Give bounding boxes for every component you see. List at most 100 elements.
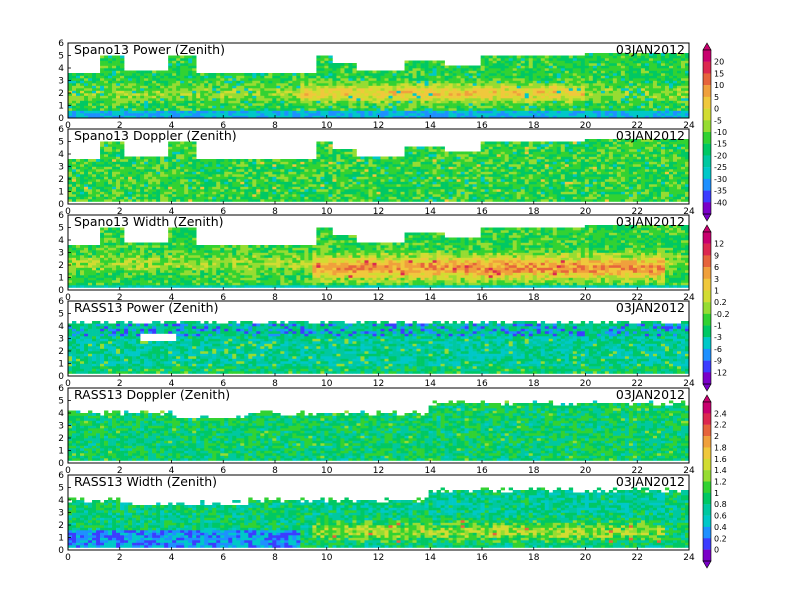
heat-cell <box>120 98 125 101</box>
heat-cell <box>684 113 690 116</box>
heat-cell <box>560 83 566 86</box>
heat-cell <box>364 156 369 160</box>
heat-cell <box>356 156 361 160</box>
heat-cell <box>240 196 245 200</box>
heat-cell <box>172 60 177 64</box>
heat-cell <box>600 65 606 69</box>
heat-cell <box>268 186 273 190</box>
heat-cell <box>316 113 321 116</box>
heat-cell <box>396 80 401 84</box>
heat-cell <box>272 186 277 190</box>
heat-cell <box>508 68 514 71</box>
heat-cell <box>588 90 594 94</box>
heat-cell <box>616 85 622 89</box>
heat-cell <box>152 186 157 190</box>
heat-cell <box>504 73 510 76</box>
heat-cell <box>236 174 241 177</box>
heat-cell <box>340 80 345 84</box>
heat-cell <box>96 179 101 182</box>
heat-cell <box>112 115 117 119</box>
heat-cell <box>360 73 365 76</box>
heat-cell <box>300 166 305 170</box>
heat-cell <box>316 55 321 59</box>
heat-cell <box>180 65 185 69</box>
heat-cell <box>660 85 666 89</box>
heat-cell <box>88 171 93 175</box>
heat-cell <box>296 113 301 116</box>
heat-cell <box>500 105 506 109</box>
heat-cell <box>356 85 361 89</box>
heat-cell <box>484 73 489 76</box>
heat-cell <box>488 88 493 91</box>
heat-cell <box>400 105 405 109</box>
heat-cell <box>264 181 269 185</box>
heat-cell <box>512 108 518 111</box>
heat-cell <box>512 85 518 89</box>
heat-cell <box>148 108 153 111</box>
heat-cell <box>340 191 345 195</box>
heat-cell <box>644 63 650 66</box>
heat-cell <box>100 55 105 59</box>
heat-cell <box>88 83 93 86</box>
heat-cell <box>408 63 413 66</box>
heat-cell <box>196 108 201 111</box>
heat-cell <box>172 78 177 81</box>
heat-cell <box>540 55 546 59</box>
heat-cell <box>280 179 285 182</box>
heat-cell <box>72 184 77 187</box>
heat-cell <box>168 100 173 104</box>
heat-cell <box>516 115 522 119</box>
heat-cell <box>504 115 510 119</box>
heat-cell <box>168 186 173 190</box>
heat-cell <box>304 186 309 190</box>
heat-cell <box>356 75 361 79</box>
heat-cell <box>216 83 221 86</box>
heat-cell <box>96 171 101 175</box>
heat-cell <box>536 113 542 116</box>
heat-cell <box>656 115 662 119</box>
heat-cell <box>316 141 321 145</box>
heat-cell <box>636 98 642 101</box>
heat-cell <box>548 65 554 69</box>
heat-cell <box>576 58 582 61</box>
heat-cell <box>452 88 457 91</box>
heat-cell <box>184 63 189 66</box>
heat-cell <box>116 146 121 150</box>
heat-cell <box>136 78 141 81</box>
heat-cell <box>236 98 241 101</box>
heat-cell <box>636 60 642 64</box>
heat-cell <box>72 110 77 114</box>
heat-cell <box>304 83 309 86</box>
heat-cell <box>260 93 265 96</box>
heat-cell <box>432 110 437 114</box>
heat-cell <box>276 100 281 104</box>
heat-cell <box>136 105 141 109</box>
heat-cell <box>120 191 125 195</box>
heat-cell <box>184 146 189 150</box>
heat-cell <box>352 174 357 177</box>
heat-cell <box>608 83 614 86</box>
heat-cell <box>588 73 594 76</box>
heat-cell <box>560 73 566 76</box>
heat-cell <box>196 103 201 106</box>
heat-cell <box>620 85 626 89</box>
heat-cell <box>600 88 606 91</box>
heat-cell <box>84 176 89 180</box>
heat-cell <box>612 115 618 119</box>
heat-cell <box>616 88 622 91</box>
heat-cell <box>388 83 393 86</box>
heat-cell <box>652 70 658 74</box>
heat-cell <box>280 113 285 116</box>
heat-cell <box>204 113 209 116</box>
heat-cell <box>372 174 377 177</box>
heat-cell <box>200 199 205 202</box>
heat-cell <box>560 75 566 79</box>
heat-cell <box>676 95 682 99</box>
heat-cell <box>644 53 650 56</box>
heat-cell <box>92 179 97 182</box>
heat-cell <box>112 105 117 109</box>
heat-cell <box>316 181 321 185</box>
heat-cell <box>300 95 305 99</box>
heat-cell <box>112 179 117 182</box>
heat-cell <box>120 85 125 89</box>
